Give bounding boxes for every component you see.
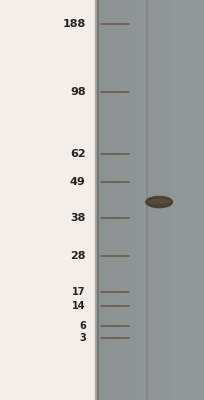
Text: 3: 3 xyxy=(79,333,86,343)
Bar xyxy=(138,0,140,400)
Bar xyxy=(122,0,124,400)
Bar xyxy=(167,0,170,400)
Text: 38: 38 xyxy=(70,213,86,223)
Bar xyxy=(188,0,191,400)
Ellipse shape xyxy=(146,196,172,208)
Bar xyxy=(183,0,185,400)
Bar xyxy=(101,0,103,400)
Bar xyxy=(132,0,135,400)
Bar xyxy=(98,0,204,400)
Bar xyxy=(151,0,154,400)
Bar xyxy=(146,0,147,400)
Bar xyxy=(127,0,130,400)
Text: 49: 49 xyxy=(70,177,86,187)
Bar xyxy=(0,0,98,400)
Bar xyxy=(199,0,201,400)
Bar xyxy=(162,0,164,400)
Text: 28: 28 xyxy=(70,251,86,261)
Bar xyxy=(156,0,159,400)
Bar xyxy=(164,0,167,400)
Text: 62: 62 xyxy=(70,149,86,159)
Bar xyxy=(119,0,122,400)
Text: 17: 17 xyxy=(72,287,86,297)
Bar xyxy=(148,0,151,400)
Text: 188: 188 xyxy=(62,19,86,29)
Bar xyxy=(135,0,138,400)
Bar xyxy=(185,0,188,400)
Bar xyxy=(154,0,156,400)
Bar xyxy=(175,0,177,400)
Bar xyxy=(97,0,98,400)
Bar xyxy=(191,0,193,400)
Text: 98: 98 xyxy=(70,87,86,97)
Bar xyxy=(196,0,199,400)
Bar xyxy=(111,0,114,400)
Text: 14: 14 xyxy=(72,301,86,311)
Bar xyxy=(114,0,116,400)
Bar xyxy=(180,0,183,400)
Bar xyxy=(172,0,175,400)
Ellipse shape xyxy=(149,200,169,203)
Bar xyxy=(140,0,143,400)
Bar xyxy=(109,0,111,400)
Bar xyxy=(116,0,119,400)
Bar xyxy=(103,0,106,400)
Text: 6: 6 xyxy=(79,321,86,331)
Bar xyxy=(95,0,98,400)
Bar xyxy=(98,0,101,400)
Bar xyxy=(201,0,204,400)
Bar xyxy=(170,0,172,400)
Bar xyxy=(106,0,109,400)
Bar xyxy=(124,0,127,400)
Bar xyxy=(146,0,148,400)
Bar xyxy=(193,0,196,400)
Bar xyxy=(159,0,162,400)
Bar xyxy=(130,0,132,400)
Bar xyxy=(143,0,146,400)
Bar xyxy=(177,0,180,400)
